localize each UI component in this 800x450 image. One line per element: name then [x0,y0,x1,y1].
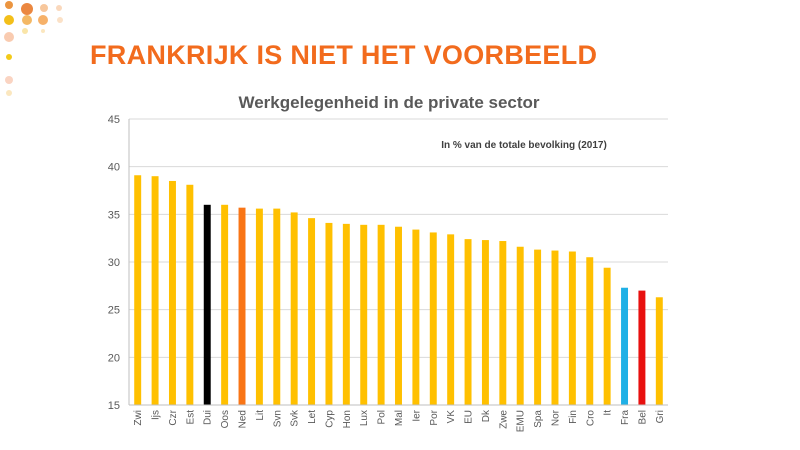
bar-mal [395,226,402,405]
deco-dot [22,28,28,34]
slide-title: FRANKRIJK IS NIET HET VOORBEELD [90,40,598,70]
deco-dot [40,4,48,12]
x-tick-label: Bel [637,410,648,424]
deco-dot [5,76,13,84]
x-tick-label: Lux [359,410,370,426]
bar-it [603,267,611,405]
deco-dot [6,54,12,60]
y-tick-label: 45 [108,114,120,126]
bar-lux [360,224,368,405]
y-tick-label: 35 [108,209,120,221]
x-tick-label: EMU [516,410,527,432]
x-tick-label: EU [464,410,475,424]
x-tick-label: Fra [620,410,631,425]
bar-oos [221,204,229,405]
deco-dot [21,3,33,15]
chart-title: Werkgelegenheid in de private sector [238,93,539,112]
bar-pol [377,224,385,405]
x-tick-label: Gri [655,410,666,423]
deco-dot [5,1,13,9]
x-tick-label: Dk [481,409,492,422]
bar-spa [534,249,542,405]
deco-dot [56,5,62,11]
bar-dk [481,240,489,405]
bar-dui [203,204,211,405]
x-tick-label: Fin [568,410,579,424]
x-tick-label: Pol [377,410,388,424]
bar-cro [586,257,594,405]
bar-est [186,184,194,405]
x-tick-label: Let [307,410,318,424]
x-tick-label: Cro [585,410,596,427]
deco-dot [41,29,45,33]
bar-ijs [151,176,159,405]
x-tick-label: VK [446,410,457,424]
bar-zwe [499,241,507,405]
bar-emu [516,246,524,405]
bar-por [429,232,437,405]
x-tick-label: Svn [272,410,283,427]
bar-svk [290,212,298,405]
x-tick-label: Mal [394,410,405,426]
deco-dot [4,32,14,42]
x-tick-label: Czr [168,409,179,425]
chart-annotation: In % van de totale bevolking (2017) [441,140,607,151]
deco-dot [4,15,14,25]
bar-eu [464,239,472,405]
bar-lit [255,208,263,405]
y-tick-label: 20 [108,352,120,364]
bar-cyp [325,222,333,405]
axes [128,119,668,406]
bar-let [308,218,316,405]
deco-dot [38,15,48,25]
bar-bel [638,290,646,405]
bar-hon [342,223,350,405]
bar-fra [621,287,629,405]
bar-czr [168,180,176,405]
x-tick-label: Zwi [133,410,144,426]
bar-ned [238,207,246,405]
bar-gri [655,297,663,405]
y-tick-label: 30 [108,257,120,269]
deco-dot [22,15,32,25]
x-tick-label: Cyp [324,410,335,428]
x-tick-label: Ijs [151,410,162,420]
x-tick-label: Ned [238,410,249,428]
x-tick-label: It [603,410,614,416]
deco-dot [57,17,63,23]
x-tick-label: Est [185,410,196,425]
x-tick-label: Hon [342,410,353,428]
x-tick-label: Svk [290,409,301,427]
deco-dot [6,90,12,96]
x-tick-label: Lit [255,410,266,421]
bar-zwi [134,175,142,405]
bar-nor [551,250,559,405]
x-tick-label: Ier [411,409,422,421]
bar-svn [273,208,281,405]
bar-fin [568,251,576,405]
y-tick-label: 40 [108,162,120,174]
x-tick-label: Zwe [498,410,509,429]
decorative-dots [4,1,63,96]
bars [134,175,663,405]
y-tick-label: 15 [108,400,120,412]
x-tick-label: Por [429,409,440,425]
bar-vk [447,234,455,405]
x-tick-label: Spa [533,410,544,428]
x-tick-label: Nor [550,409,561,426]
y-tick-labels: 15 20 25 30 35 40 45 [108,114,120,412]
x-tick-label: Dui [203,410,214,425]
y-tick-label: 25 [108,305,120,317]
bar-ier [412,229,420,405]
x-tick-labels: Zwi Ijs Czr Est Dui Oos Ned Lit Svn Svk Let Cyp Hon L… [133,409,666,432]
x-tick-label: Oos [220,410,231,428]
